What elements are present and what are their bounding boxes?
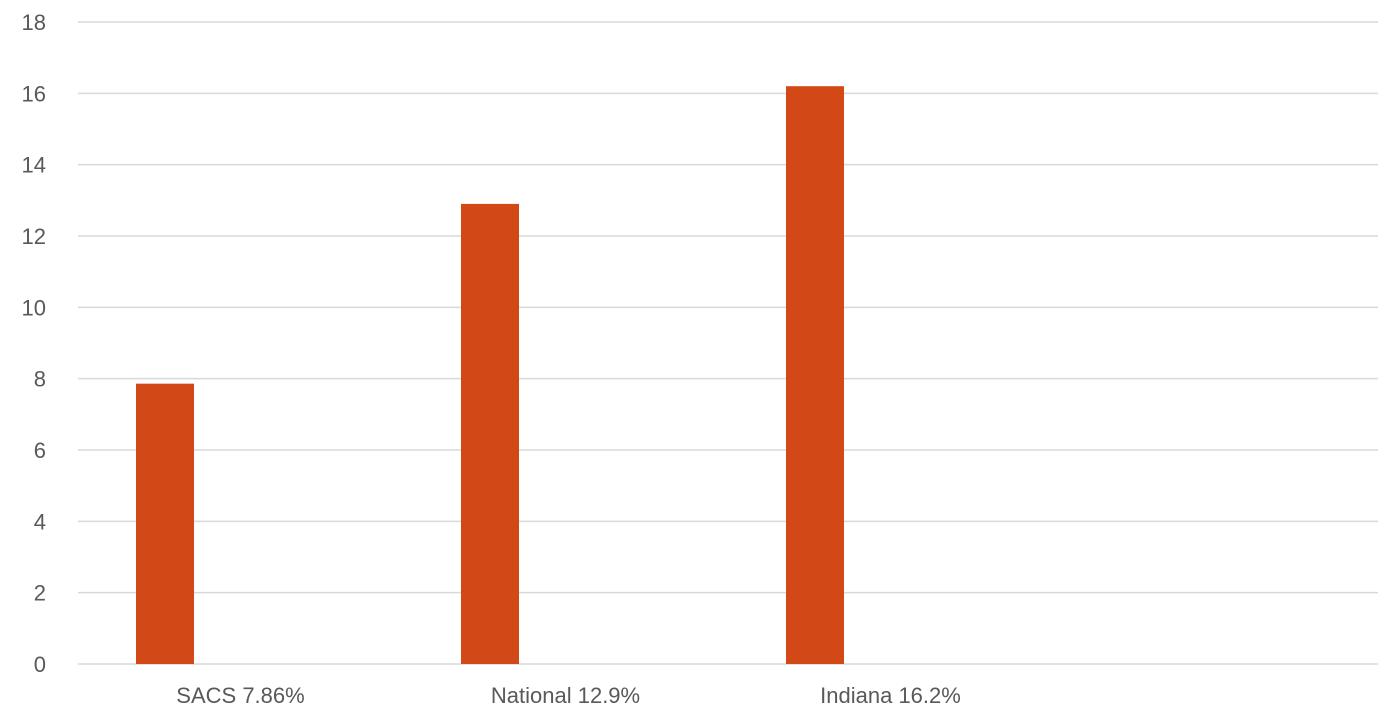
- y-axis-tick-labels: 0 2 4 6 8 10 12 14 16 18: [22, 10, 46, 677]
- y-tick-label: 18: [22, 10, 46, 35]
- y-tick-label: 10: [22, 295, 46, 320]
- y-tick-label: 14: [22, 153, 46, 178]
- y-tick-label: 4: [34, 509, 46, 534]
- y-tick-label: 0: [34, 652, 46, 677]
- bar: [136, 383, 194, 664]
- y-tick-label: 2: [34, 581, 46, 606]
- bar: [786, 86, 844, 664]
- x-category-label: SACS 7.86%: [176, 683, 304, 708]
- gridlines: [78, 21, 1378, 665]
- bar: [461, 203, 519, 664]
- y-tick-label: 6: [34, 438, 46, 463]
- y-tick-label: 12: [22, 224, 46, 249]
- x-category-label: Indiana 16.2%: [820, 683, 961, 708]
- bars: [136, 86, 844, 664]
- x-category-label: National 12.9%: [491, 683, 640, 708]
- x-axis-category-labels: SACS 7.86% National 12.9% Indiana 16.2%: [176, 683, 961, 708]
- y-tick-label: 8: [34, 367, 46, 392]
- y-tick-label: 16: [22, 81, 46, 106]
